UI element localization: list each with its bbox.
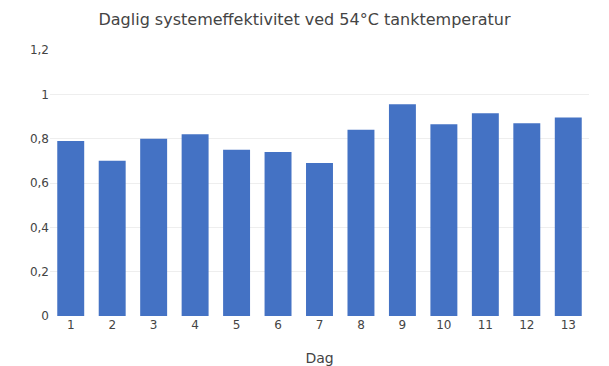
svg-text:2: 2 <box>108 318 116 332</box>
svg-text:5: 5 <box>233 318 241 332</box>
svg-text:8: 8 <box>357 318 365 332</box>
svg-text:0,6: 0,6 <box>30 176 49 190</box>
svg-text:0,4: 0,4 <box>30 221 49 235</box>
svg-text:1: 1 <box>67 318 75 332</box>
svg-text:3: 3 <box>150 318 158 332</box>
svg-text:0,8: 0,8 <box>30 132 49 146</box>
svg-text:10: 10 <box>436 318 451 332</box>
svg-text:Daglig systemeffektivitet ved: Daglig systemeffektivitet ved 54°C tankt… <box>98 10 511 29</box>
svg-text:13: 13 <box>561 318 576 332</box>
svg-text:0: 0 <box>41 309 49 323</box>
svg-text:12: 12 <box>519 318 534 332</box>
svg-text:6: 6 <box>274 318 282 332</box>
svg-text:9: 9 <box>399 318 407 332</box>
svg-text:4: 4 <box>191 318 199 332</box>
svg-text:1,2: 1,2 <box>30 43 49 57</box>
svg-text:Dag: Dag <box>305 350 333 366</box>
svg-text:0,2: 0,2 <box>30 265 49 279</box>
svg-text:7: 7 <box>316 318 324 332</box>
svg-text:11: 11 <box>478 318 493 332</box>
svg-text:1: 1 <box>41 88 49 102</box>
